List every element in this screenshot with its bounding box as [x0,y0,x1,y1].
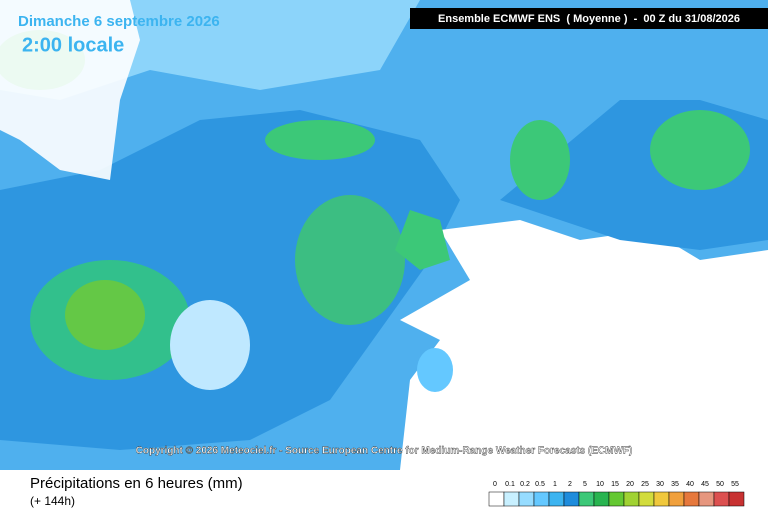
model-banner [410,8,768,29]
legend-label: 1 [553,481,557,488]
legend-swatch [698,491,715,507]
legend-swatch [683,491,700,507]
legend-label: 30 [656,481,664,488]
legend-label: 2 [568,481,572,488]
time-label: 2:00 locale [22,34,124,56]
legend-swatch [668,491,685,507]
legend-label: 55 [731,481,739,488]
legend-swatch [578,491,595,507]
map [0,0,768,470]
legend-label: 25 [641,481,649,488]
legend-swatch [728,491,745,507]
legend-swatch [533,491,550,507]
legend-label: 45 [701,481,709,488]
model-label: Ensemble ECMWF ENS ( Moyenne ) - 00 Z du… [438,13,740,25]
legend-label: 0 [493,481,497,488]
legend-label: 35 [671,481,679,488]
legend-swatch [548,491,565,507]
legend-swatch [638,491,655,507]
legend-swatch [503,491,520,507]
legend-swatch [488,491,505,507]
legend-swatch [608,491,625,507]
legend: 0 0.1 0.2 0.5 1 2 5 10 15 20 25 30 35 40 45 50 55 [488,481,745,507]
legend-label: 5 [583,481,587,488]
legend-label: 15 [611,481,619,488]
legend-label: 0.2 [520,481,530,488]
legend-swatch [653,491,670,507]
legend-swatch [593,491,610,507]
legend-swatch [518,491,535,507]
legend-swatch [623,491,640,507]
date-label: Dimanche 6 septembre 2026 [18,13,220,30]
legend-label: 0.1 [505,481,515,488]
copyright: Copyright © 2026 Meteociel.fr - Source E… [136,446,633,457]
legend-label: 0.5 [535,481,545,488]
legend-label: 10 [596,481,604,488]
legend-label: 50 [716,481,724,488]
legend-label: 20 [626,481,634,488]
footer-title: Précipitations en 6 heures (mm) [30,475,243,492]
legend-swatch [713,491,730,507]
legend-label: 40 [686,481,694,488]
legend-swatch [563,491,580,507]
forecast-lead: (+ 144h) [30,494,75,508]
